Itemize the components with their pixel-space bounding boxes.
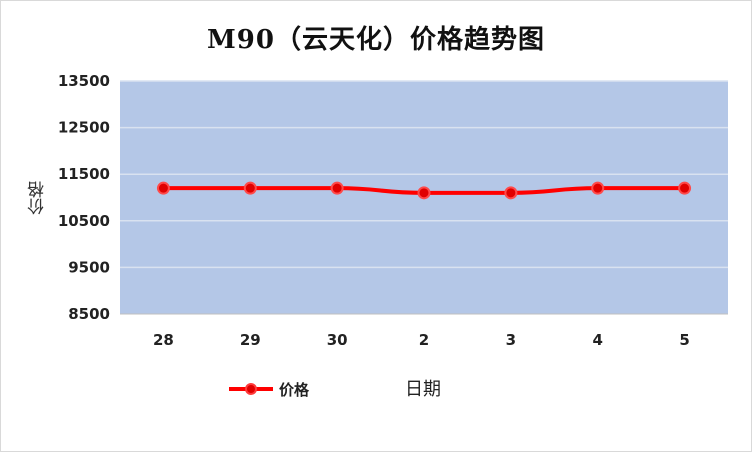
x-axis-label: 日期 [405,379,441,400]
chart-title: M90（云天化）价格趋势图 [207,25,545,55]
x-tick-label: 3 [506,331,516,349]
y-tick-label: 13500 [58,72,110,90]
legend-swatch-icon [229,379,273,399]
data-point [591,181,605,195]
x-tick-label: 28 [153,331,174,349]
data-point [504,186,518,200]
x-tick-label: 29 [240,331,261,349]
data-point [417,186,431,200]
data-point [678,181,692,195]
x-tick-label: 2 [419,331,429,349]
y-tick-label: 10500 [58,212,110,230]
x-tick-label: 30 [327,331,348,349]
y-tick-label: 11500 [58,165,110,183]
legend: 价格 [229,377,309,401]
data-point [330,181,344,195]
legend-label: 价格 [279,380,310,399]
x-tick-label: 5 [679,331,689,349]
data-point [156,181,170,195]
y-tick-label: 8500 [68,305,110,323]
y-tick-label: 9500 [68,258,110,276]
y-tick-label: 12500 [58,119,110,137]
x-tick-label: 4 [592,331,602,349]
data-point [243,181,257,195]
